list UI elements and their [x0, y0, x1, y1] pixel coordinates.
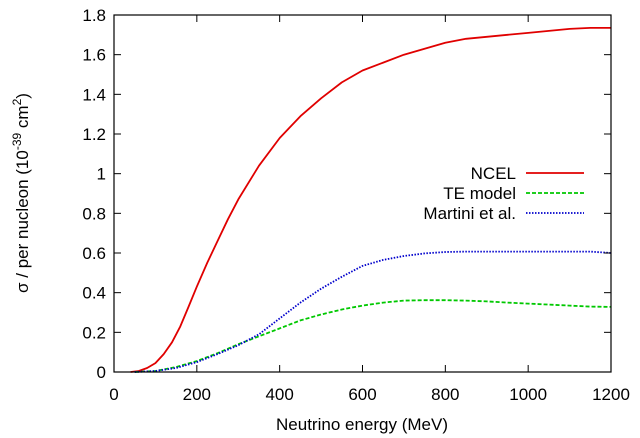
y-axis-title-middle: cm [13, 105, 32, 132]
x-tick-label: 200 [183, 385, 211, 404]
x-axis-title: Neutrino energy (MeV) [276, 415, 448, 434]
series-line [134, 250, 612, 373]
y-tick-label: 0.2 [82, 323, 106, 342]
y-tick-label: 0.8 [82, 204, 106, 223]
y-tick-label: 1.4 [82, 85, 106, 104]
x-tick-label: 1200 [592, 385, 630, 404]
x-tick-label: 600 [348, 385, 376, 404]
y-tick-label: 0.6 [82, 244, 106, 263]
series-line [134, 299, 612, 373]
series-line [130, 26, 611, 373]
x-tick-label: 800 [431, 385, 459, 404]
y-tick-label: 0 [97, 363, 106, 382]
legend-label: NCEL [471, 164, 516, 183]
y-tick-label: 1.6 [82, 46, 106, 65]
ticks-layer: 0 200 400 600 800 1000 1200 0 0.2 0.4 0.6 0.8 1 1.2 1.… [82, 6, 630, 404]
y-axis-title-prefix: σ / per nucleon (10 [13, 150, 32, 293]
y-axis-title: σ / per nucleon (10-39 cm2) [10, 93, 32, 293]
legend-label: TE model [443, 184, 516, 203]
x-tick-label: 0 [109, 385, 118, 404]
x-tick-label: 1000 [509, 385, 547, 404]
legend-label: Martini et al. [423, 204, 516, 223]
y-tick-label: 1 [97, 165, 106, 184]
y-axis-title-suffix: ) [13, 93, 32, 99]
series-layer [130, 26, 612, 373]
plot-frame [113, 14, 612, 373]
y-axis-title-exp1: -39 [10, 132, 24, 150]
x-tick-label: 400 [265, 385, 293, 404]
y-tick-label: 0.4 [82, 284, 106, 303]
y-tick-label: 1.8 [82, 6, 106, 25]
y-axis-title-exp2: 2 [10, 98, 24, 105]
y-tick-label: 1.2 [82, 125, 106, 144]
